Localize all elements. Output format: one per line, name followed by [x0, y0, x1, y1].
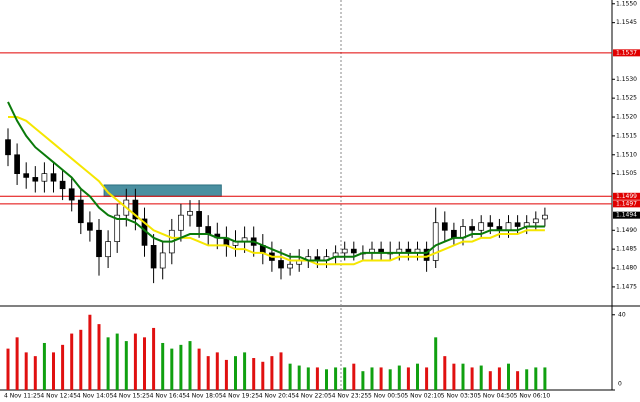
- candle-body: [96, 229, 102, 258]
- candle-body: [41, 173, 48, 182]
- y-tick-label: 1.1545: [616, 19, 637, 26]
- candle-body: [87, 222, 93, 231]
- last-price-label: 1.1494: [616, 212, 637, 219]
- y-tick-label: 1.1480: [616, 265, 637, 272]
- candle-body: [205, 226, 212, 235]
- candle-body: [514, 222, 521, 227]
- candle-body: [532, 218, 539, 224]
- volume-tick-label: 0: [618, 381, 622, 388]
- y-tick-label: 1.1505: [616, 170, 637, 177]
- x-tick-label: 4 Nov 15:25: [113, 393, 150, 400]
- candle-body: [287, 263, 293, 269]
- candle-body: [196, 211, 202, 227]
- moving-average: [8, 116, 545, 266]
- y-tick-label: 1.1530: [616, 76, 637, 83]
- candle-body: [178, 214, 184, 231]
- candle-body: [23, 173, 30, 178]
- candle-body: [59, 180, 66, 190]
- candle-body: [341, 248, 348, 254]
- x-tick-label: 4 Nov 23:25: [332, 393, 369, 400]
- candle-body: [14, 154, 20, 174]
- x-tick-label: 4 Nov 18:05: [186, 393, 223, 400]
- y-tick-label: 1.1490: [616, 227, 637, 234]
- x-tick-label: 5 Nov 03:30: [441, 393, 478, 400]
- x-tick-label: 4 Nov 20:45: [259, 393, 296, 400]
- candle-body: [77, 199, 84, 224]
- candle-body: [487, 222, 494, 227]
- x-tick-label: 4 Nov 22:05: [295, 393, 332, 400]
- y-tick-label: 1.1485: [616, 246, 637, 253]
- y-tick-label: 1.1520: [616, 114, 637, 121]
- y-tick-label: 1.1525: [616, 95, 637, 102]
- candle-body: [441, 222, 448, 231]
- moving-average: [7, 101, 545, 262]
- x-tick-label: 4 Nov 11:25: [4, 393, 41, 400]
- candle-body: [451, 229, 457, 239]
- x-tick-label: 4 Nov 19:25: [222, 393, 259, 400]
- candle-body: [469, 226, 475, 231]
- x-tick-label: 5 Nov 00:50: [368, 393, 405, 400]
- candle-body: [187, 211, 193, 216]
- level-label-box: [613, 192, 640, 200]
- x-tick-label: 5 Nov 02:10: [404, 393, 441, 400]
- candle-body: [478, 222, 485, 231]
- candle-body: [5, 139, 11, 156]
- last-price-box: [613, 211, 640, 219]
- candle-body: [50, 173, 57, 182]
- x-tick-label: 4 Nov 12:45: [40, 393, 77, 400]
- level-label: 1.1537: [616, 49, 637, 56]
- zone: [103, 184, 222, 197]
- candle-body: [105, 241, 111, 258]
- candle-body: [132, 199, 139, 220]
- level-label: 1.1499: [616, 193, 637, 200]
- y-tick-label: 1.1475: [616, 283, 637, 290]
- level-label-box: [613, 49, 640, 57]
- volume-tick-label: 40: [618, 311, 626, 318]
- candle-body: [150, 245, 157, 269]
- x-tick-label: 4 Nov 16:45: [150, 393, 187, 400]
- y-tick-label: 1.1515: [616, 132, 637, 139]
- x-tick-label: 5 Nov 04:50: [477, 393, 514, 400]
- candle-body: [68, 188, 75, 201]
- candle-body: [432, 222, 439, 261]
- candle-body: [278, 260, 284, 269]
- candle-body: [114, 214, 121, 242]
- level-label: 1.1497: [616, 200, 637, 207]
- y-tick-label: 1.1510: [616, 151, 637, 158]
- candle-body: [542, 214, 548, 220]
- x-tick-label: 4 Nov 14:05: [77, 393, 114, 400]
- y-tick-label: 1.1550: [616, 0, 637, 7]
- candle-body: [350, 248, 357, 254]
- candle-body: [32, 177, 39, 182]
- candle-body: [505, 222, 512, 231]
- x-tick-label: 5 Nov 06:10: [514, 393, 551, 400]
- candle-body: [159, 252, 166, 269]
- level-label-box: [613, 200, 640, 208]
